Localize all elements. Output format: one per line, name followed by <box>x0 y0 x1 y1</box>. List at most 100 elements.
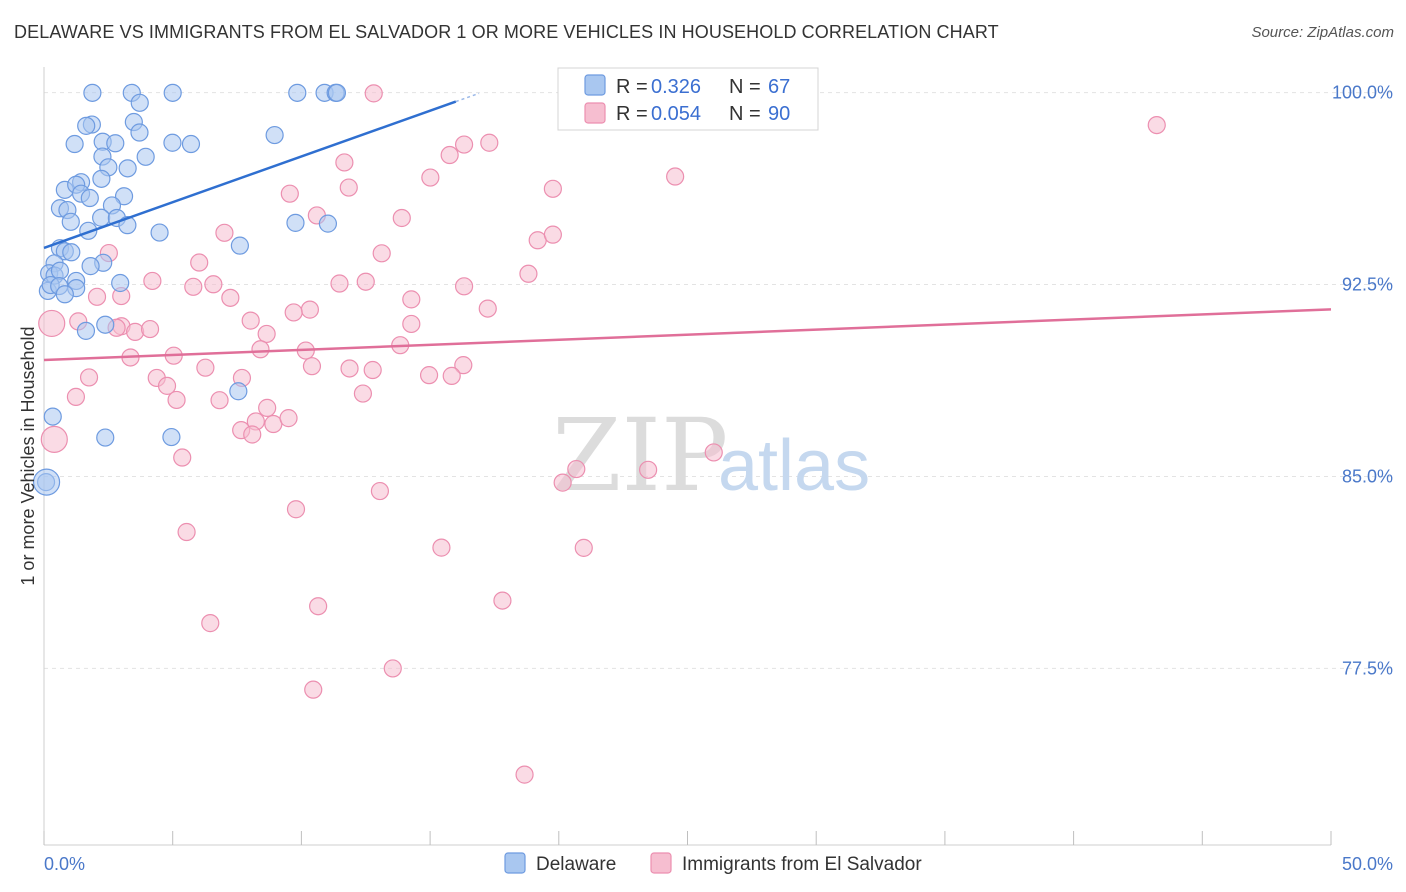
salvador-points <box>38 84 1166 784</box>
delaware-point <box>55 285 74 304</box>
salvador-point <box>304 680 323 699</box>
delaware-point <box>76 321 96 340</box>
salvador-point <box>264 414 283 434</box>
salvador-point <box>221 288 240 307</box>
delaware-n-value: 67 <box>768 76 790 98</box>
salvador-point <box>335 153 354 172</box>
salvador-point <box>519 264 538 283</box>
source-label: Source: ZipAtlas.com <box>1251 24 1394 41</box>
salvador-point <box>432 538 451 557</box>
salvador-r-value: 0.054 <box>651 103 701 125</box>
delaware-point <box>327 83 347 102</box>
x-ticks <box>43 831 1332 845</box>
delaware-r-label: R = <box>616 76 648 98</box>
delaware-point <box>80 188 99 208</box>
delaware-point <box>286 213 305 232</box>
salvador-point <box>493 591 512 610</box>
salvador-point <box>515 765 534 784</box>
salvador-n-label: N = <box>729 103 761 125</box>
salvador-point <box>330 274 349 293</box>
salvador-point <box>543 179 562 198</box>
salvador-point <box>442 366 461 385</box>
delaware-point <box>83 83 102 102</box>
delaware-point <box>79 221 98 240</box>
salvador-point <box>196 358 215 377</box>
x-tick-labels: 0.0% 50.0% <box>44 854 1393 874</box>
salvador-point <box>666 167 685 186</box>
series-legend: Delaware Immigrants from El Salvador <box>504 852 922 875</box>
salvador-point <box>66 387 86 406</box>
salvador-point <box>280 184 299 203</box>
y-tick-label-0: 100.0% <box>1332 83 1393 103</box>
salvador-series-label: Immigrants from El Salvador <box>682 854 922 875</box>
salvador-point <box>143 271 162 291</box>
salvador-point <box>300 300 319 319</box>
salvador-point <box>402 314 421 334</box>
delaware-point <box>318 214 338 233</box>
delaware-point <box>229 382 248 401</box>
salvador-point <box>279 409 298 428</box>
delaware-point <box>181 134 201 154</box>
salvador-point <box>340 359 359 378</box>
delaware-point <box>96 428 115 447</box>
salvador-point <box>574 538 593 557</box>
salvador-point <box>177 522 196 542</box>
salvador-point <box>126 322 145 341</box>
salvador-point <box>543 225 562 244</box>
salvador-point <box>157 376 177 395</box>
salvador-point <box>567 459 586 479</box>
salvador-point <box>241 311 260 330</box>
delaware-trend-extension <box>455 92 480 103</box>
salvador-point <box>421 168 440 187</box>
salvador-point <box>309 597 328 616</box>
salvador-point <box>370 481 390 501</box>
salvador-point <box>353 384 373 403</box>
delaware-point <box>265 125 284 145</box>
delaware-point <box>111 273 130 293</box>
watermark: ZIP atlas <box>552 397 870 514</box>
delaware-points <box>32 83 347 496</box>
salvador-point <box>204 275 223 294</box>
delaware-point-large <box>32 468 61 496</box>
delaware-point <box>136 147 155 166</box>
delaware-trend-line <box>43 100 457 250</box>
chart-title: DELAWARE VS IMMIGRANTS FROM EL SALVADOR … <box>14 22 999 42</box>
delaware-point <box>163 133 182 152</box>
salvador-point <box>302 357 322 376</box>
delaware-point <box>130 93 149 112</box>
x-tick-label-0: 0.0% <box>44 854 85 874</box>
delaware-point <box>163 83 182 102</box>
salvador-legend-swatch <box>584 102 606 124</box>
y-tick-label-3: 77.5% <box>1342 658 1393 678</box>
salvador-series-swatch <box>650 852 672 874</box>
y-tick-labels: 100.0% 92.5% 85.0% 77.5% <box>1332 83 1393 679</box>
salvador-point <box>251 340 270 359</box>
delaware-point <box>114 187 134 206</box>
delaware-series-label: Delaware <box>536 854 616 875</box>
delaware-series-swatch <box>504 852 526 874</box>
salvador-point <box>528 231 547 250</box>
salvador-point <box>454 135 474 154</box>
salvador-point <box>356 272 375 291</box>
salvador-point <box>284 303 303 322</box>
salvador-point <box>440 145 459 165</box>
stats-legend: R = 0.326 N = 67 R = 0.054 N = 90 <box>557 67 819 131</box>
salvador-point <box>286 500 306 519</box>
delaware-point <box>288 83 307 102</box>
delaware-point <box>77 116 96 135</box>
x-tick-label-1: 50.0% <box>1342 854 1393 874</box>
delaware-point <box>62 243 81 262</box>
delaware-point <box>230 236 249 255</box>
salvador-point <box>258 398 277 417</box>
salvador-point <box>87 287 107 306</box>
delaware-r-value: 0.326 <box>651 76 701 98</box>
salvador-r-label: R = <box>616 103 648 125</box>
delaware-point <box>106 134 125 153</box>
delaware-point <box>92 208 111 227</box>
delaware-point <box>130 123 149 142</box>
salvador-point <box>184 277 203 296</box>
salvador-point <box>402 290 421 309</box>
salvador-point <box>478 299 497 318</box>
delaware-legend-swatch <box>584 74 606 96</box>
